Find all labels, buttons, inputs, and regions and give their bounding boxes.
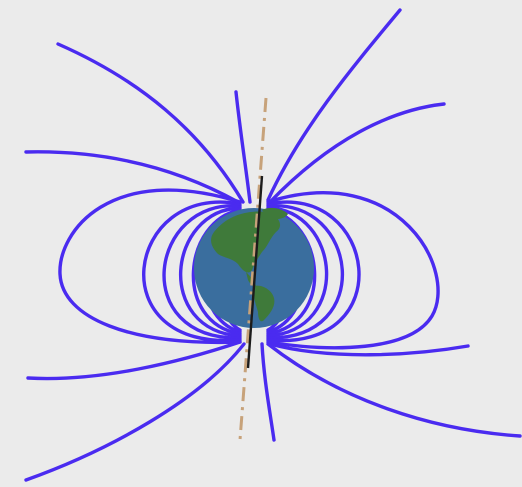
field-line-open-bottom-center	[260, 342, 276, 442]
field-line-left-3	[191, 208, 242, 336]
land-south-america	[253, 285, 275, 322]
field-line-left-5	[162, 204, 242, 340]
field-line-right-5	[266, 204, 345, 340]
field-line-left-6	[142, 200, 242, 343]
field-lines-open	[24, 8, 522, 482]
field-line-right-6	[266, 200, 361, 343]
magnetic-axis-line	[246, 175, 264, 369]
field-line-open-top-left-2	[56, 42, 245, 204]
field-line-right-4	[266, 206, 329, 338]
field-line-open-top-right-1	[266, 8, 402, 202]
field-line-left-7	[58, 188, 242, 345]
land-north-america	[211, 211, 281, 273]
field-line-right-7	[266, 191, 440, 350]
field-line-open-bottom-left-2	[24, 342, 246, 482]
earth-globe-icon	[194, 207, 314, 328]
field-line-left-4	[178, 206, 242, 338]
field-line-open-top-left-1	[24, 150, 240, 204]
field-line-open-bottom-right-1	[268, 342, 470, 357]
field-line-open-bottom-left-1	[26, 340, 242, 381]
field-line-open-bottom-right-2	[266, 342, 522, 438]
land-greenland	[262, 207, 288, 220]
field-line-open-top-center	[234, 90, 252, 204]
field-line-open-top-right-2	[268, 102, 446, 204]
field-line-right-3	[266, 208, 317, 336]
